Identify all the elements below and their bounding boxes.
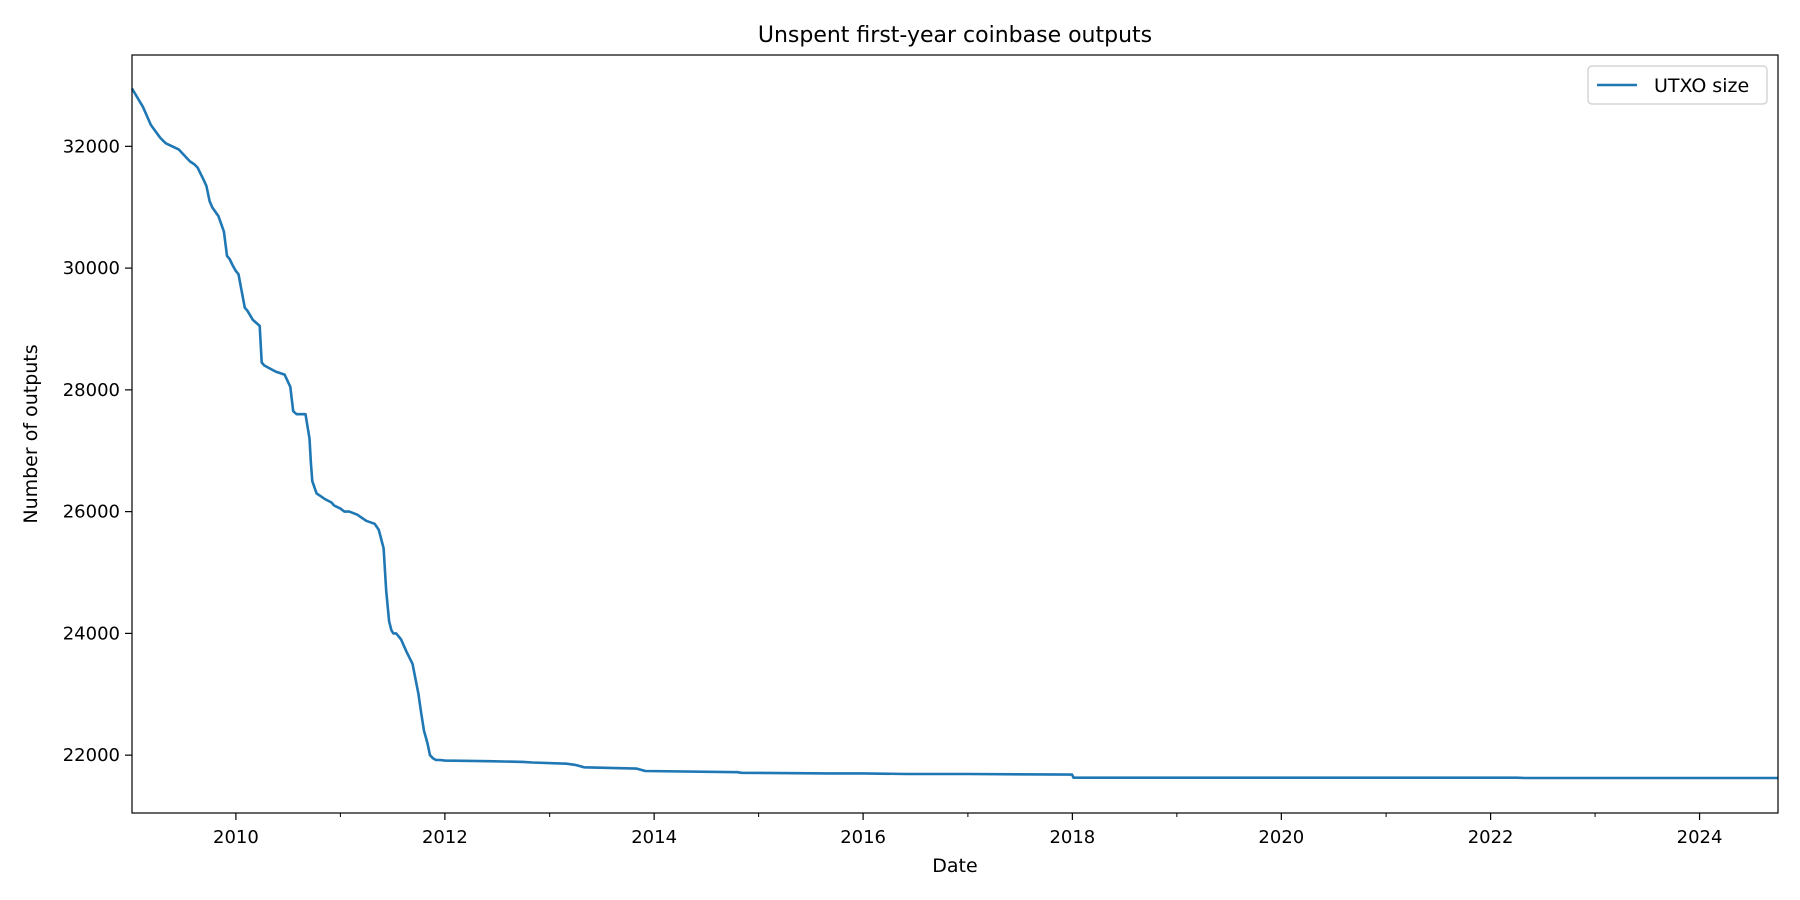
axes-frame (131, 54, 1779, 814)
legend-box (1587, 65, 1768, 105)
x-tick-label: 2022 (1468, 827, 1514, 848)
y-tick-label: 30000 (63, 258, 120, 279)
plot-area: 2010 2012 2014 2016 2018 2020 2022 2024 22000 240… (63, 54, 1779, 848)
series-line-utxo-size (130, 87, 1778, 780)
y-tick-label: 32000 (63, 136, 120, 157)
x-tick-label: 2020 (1258, 827, 1304, 848)
legend-label-utxo-size: UTXO size (1654, 75, 1749, 97)
x-tick-label: 2016 (840, 827, 886, 848)
x-tick-label: 2012 (422, 827, 468, 848)
x-tick-label: 2014 (631, 827, 677, 848)
x-axis-label: Date (932, 855, 977, 877)
y-tick-label: 26000 (63, 502, 120, 523)
chart-title: Unspent first-year coinbase outputs (758, 23, 1152, 48)
y-tick-label: 24000 (63, 623, 120, 644)
y-tick-label: 22000 (63, 745, 120, 766)
x-tick-label: 2024 (1677, 827, 1723, 848)
x-tick-label: 2010 (213, 827, 259, 848)
x-tick-label: 2018 (1049, 827, 1095, 848)
y-tick-label: 28000 (63, 380, 120, 401)
y-axis-label: Number of outputs (20, 344, 42, 523)
